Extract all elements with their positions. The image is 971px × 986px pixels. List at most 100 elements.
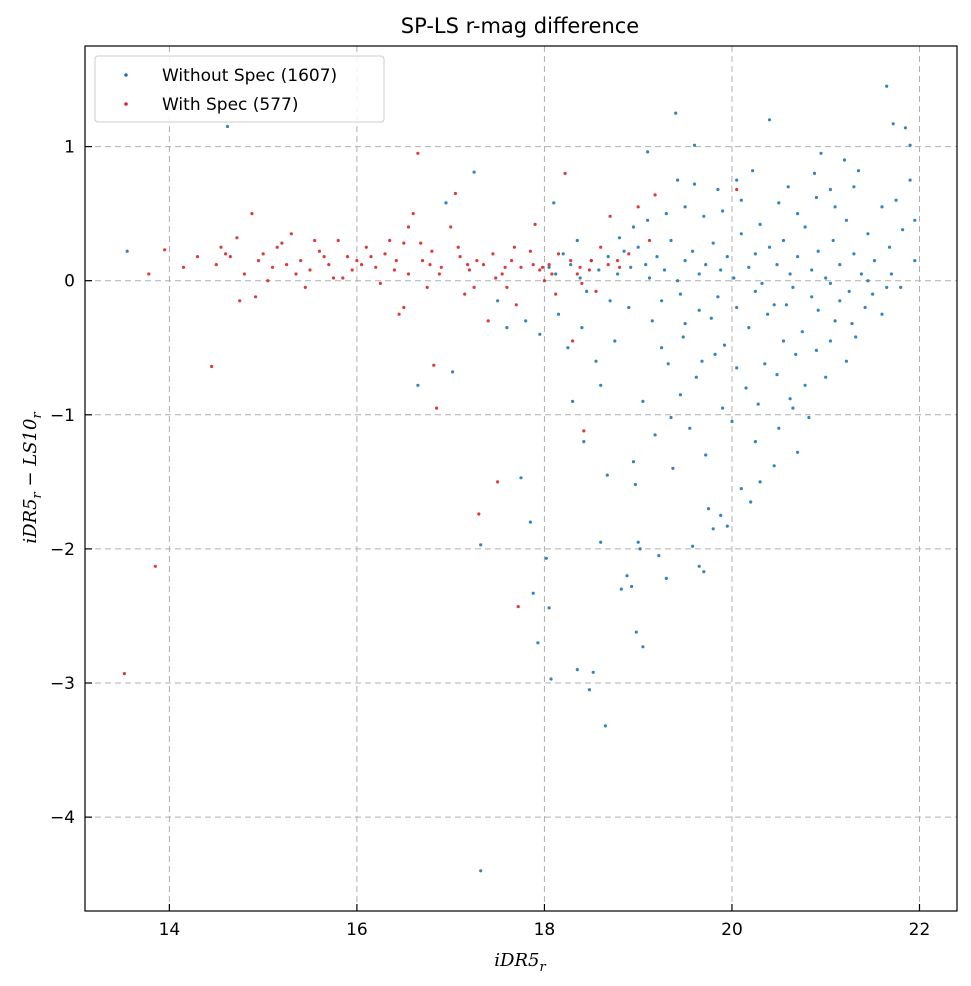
data-point-with-spec <box>388 238 392 243</box>
data-point-without-spec <box>561 252 565 256</box>
data-point-without-spec <box>847 289 851 293</box>
data-point-without-spec <box>552 201 556 205</box>
data-point-with-spec <box>608 214 612 218</box>
data-point-without-spec <box>781 238 786 243</box>
data-point-without-spec <box>578 276 582 280</box>
data-point-without-spec <box>627 305 631 310</box>
data-point-without-spec <box>908 178 912 182</box>
data-point-without-spec <box>575 238 579 243</box>
data-point-without-spec <box>616 272 620 276</box>
data-point-without-spec <box>828 339 833 343</box>
data-point-with-spec <box>374 265 378 269</box>
data-point-without-spec <box>908 143 912 147</box>
data-point-without-spec <box>678 292 683 296</box>
data-point-without-spec <box>852 185 856 189</box>
data-point-without-spec <box>619 587 623 591</box>
data-point-with-spec <box>270 265 275 269</box>
data-point-without-spec <box>871 292 875 296</box>
data-point-without-spec <box>691 249 695 253</box>
data-point-without-spec <box>653 433 657 437</box>
data-point-with-spec <box>242 272 246 276</box>
data-point-without-spec <box>850 322 854 326</box>
x-tick-label: 22 <box>909 920 931 940</box>
data-point-without-spec <box>683 259 687 263</box>
data-point-without-spec <box>786 185 790 189</box>
legend-label-with-spec: With Spec (577) <box>162 95 299 115</box>
data-point-without-spec <box>824 276 828 280</box>
data-point-without-spec <box>666 362 670 366</box>
data-point-without-spec <box>694 375 698 379</box>
data-point-with-spec <box>616 259 620 263</box>
data-point-with-spec <box>456 245 460 249</box>
data-point-with-spec <box>538 268 542 272</box>
data-point-with-spec <box>477 512 481 516</box>
data-point-without-spec <box>739 232 743 236</box>
data-point-with-spec <box>308 268 312 272</box>
data-point-without-spec <box>772 464 776 468</box>
data-point-without-spec <box>794 352 798 356</box>
data-point-with-spec <box>594 289 598 293</box>
data-point-without-spec <box>913 218 917 222</box>
data-point-with-spec <box>491 252 495 256</box>
data-point-without-spec <box>496 299 500 303</box>
data-point-with-spec <box>580 281 584 285</box>
data-point-without-spec <box>753 440 758 444</box>
data-point-without-spec <box>566 346 570 350</box>
data-point-without-spec <box>791 406 795 410</box>
data-point-without-spec <box>744 386 748 390</box>
data-point-without-spec <box>599 540 603 544</box>
data-point-with-spec <box>569 259 573 263</box>
data-point-without-spec <box>716 295 720 299</box>
data-point-with-spec <box>486 319 490 323</box>
data-point-without-spec <box>814 195 819 200</box>
data-point-without-spec <box>735 366 739 370</box>
data-point-without-spec <box>676 279 680 283</box>
data-point-without-spec <box>775 263 779 267</box>
legend-label-without-spec: Without Spec (1607) <box>162 66 337 86</box>
data-point-with-spec <box>402 305 406 310</box>
data-point-without-spec <box>758 222 762 226</box>
data-point-with-spec <box>617 265 622 269</box>
data-point-without-spec <box>472 170 476 174</box>
data-point-without-spec <box>796 212 800 216</box>
data-point-with-spec <box>235 236 239 240</box>
data-point-with-spec <box>360 263 364 267</box>
chart-title: SP-LS r-mag difference <box>401 14 639 38</box>
y-axis-label-part-1: iDR5 <box>20 498 41 543</box>
data-point-with-spec <box>547 263 551 267</box>
y-tick-label: −3 <box>50 674 75 694</box>
y-tick-label: 1 <box>64 138 75 158</box>
data-point-with-spec <box>563 171 567 175</box>
data-point-without-spec <box>671 466 675 470</box>
data-point-without-spec <box>828 187 833 192</box>
data-point-without-spec <box>844 359 849 363</box>
data-point-without-spec <box>814 348 819 352</box>
data-point-with-spec <box>419 241 423 245</box>
data-point-with-spec <box>554 292 558 296</box>
data-point-without-spec <box>678 393 683 397</box>
data-point-without-spec <box>856 169 861 173</box>
data-point-without-spec <box>683 322 687 326</box>
data-point-with-spec <box>261 252 265 256</box>
data-point-without-spec <box>662 268 667 272</box>
data-point-without-spec <box>697 272 701 276</box>
data-point-without-spec <box>585 289 589 293</box>
data-point-without-spec <box>711 241 715 245</box>
data-point-without-spec <box>444 201 448 205</box>
data-point-with-spec <box>228 255 232 259</box>
data-point-without-spec <box>739 487 743 491</box>
data-point-without-spec <box>700 359 704 363</box>
data-point-with-spec <box>369 255 373 259</box>
legend-marker-with-spec <box>124 102 128 106</box>
data-point-without-spec <box>630 584 634 589</box>
data-point-without-spec <box>866 279 870 283</box>
data-point-with-spec <box>285 263 289 267</box>
data-point-with-spec <box>550 272 554 276</box>
data-point-without-spec <box>633 482 638 487</box>
data-point-with-spec <box>516 605 520 609</box>
data-point-with-spec <box>210 364 214 369</box>
y-tick-label: −1 <box>50 406 75 426</box>
data-point-without-spec <box>833 319 837 323</box>
data-point-with-spec <box>224 252 228 256</box>
data-point-without-spec <box>767 118 772 122</box>
